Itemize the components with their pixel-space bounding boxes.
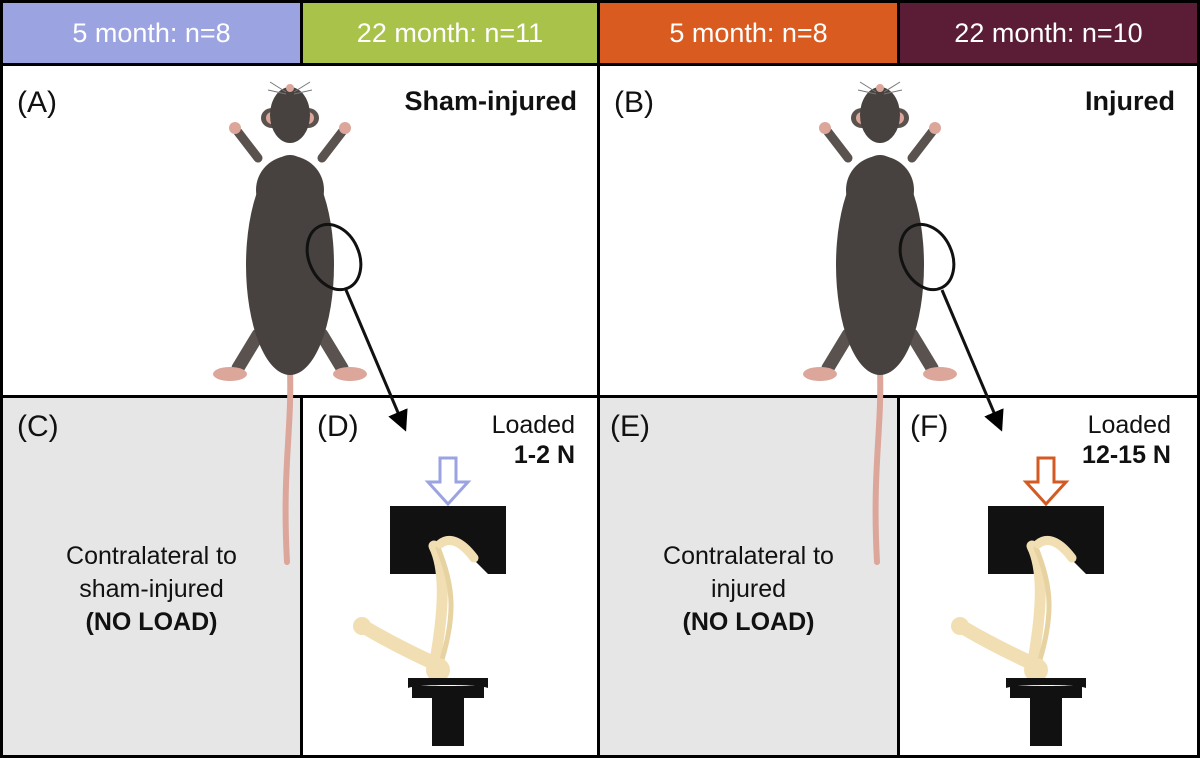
panel-e-line2: injured xyxy=(710,575,787,603)
panel-e-label: (E) xyxy=(610,410,650,443)
panel-d-load: Loaded 1-2 N xyxy=(492,410,575,470)
panel-e-line1: Contralateral to xyxy=(663,542,834,570)
group-label: 22 month: n=11 xyxy=(356,17,544,48)
panel-a-title: Sham-injured xyxy=(404,86,577,116)
group-header-5mo-injured: 5 month: n=8 xyxy=(597,0,900,66)
circle-highlight-icon xyxy=(305,222,363,292)
mouse-icon xyxy=(803,82,957,562)
panel-b-label: (B) xyxy=(614,86,654,119)
circle-highlight-icon xyxy=(898,222,956,292)
down-arrow-icon xyxy=(1022,456,1070,507)
panel-b-title: Injured xyxy=(1084,86,1175,116)
panel-c-line3: (NO LOAD) xyxy=(85,608,218,636)
load-value: 1-2 N xyxy=(513,441,575,469)
loading-device-icon xyxy=(951,506,1104,746)
group-label: 22 month: n=10 xyxy=(954,17,1143,48)
panel-c-text: Contralateral to sham-injured (NO LOAD) xyxy=(3,540,300,639)
load-value: 12-15 N xyxy=(1082,441,1171,469)
panel-a-label: (A) xyxy=(17,86,57,119)
panel-e-text: Contralateral to injured (NO LOAD) xyxy=(600,540,897,639)
arrow-icon xyxy=(940,289,1004,432)
panel-c-line2: sham-injured xyxy=(79,575,224,603)
panel-e-line3: (NO LOAD) xyxy=(682,608,815,636)
group-label: 5 month: n=8 xyxy=(669,17,828,48)
load-label: Loaded xyxy=(1087,411,1171,439)
panel-e: (E) Contralateral to injured (NO LOAD) xyxy=(597,395,900,758)
panel-c-label: (C) xyxy=(17,410,59,443)
arrow-icon xyxy=(344,289,408,432)
panel-c-line1: Contralateral to xyxy=(66,542,237,570)
group-label: 5 month: n=8 xyxy=(72,17,231,48)
panel-f-label: (F) xyxy=(910,410,949,443)
load-label: Loaded xyxy=(491,411,575,439)
panel-f-load: Loaded 12-15 N xyxy=(1082,410,1171,470)
loading-device-icon xyxy=(353,506,506,746)
panel-d-label: (D) xyxy=(317,410,359,443)
panel-c: (C) Contralateral to sham-injured (NO LO… xyxy=(0,395,303,758)
mouse-icon xyxy=(213,82,367,562)
group-header-22mo-injured: 22 month: n=10 xyxy=(897,0,1200,66)
down-arrow-icon xyxy=(424,456,472,507)
group-header-5mo-sham: 5 month: n=8 xyxy=(0,0,303,66)
